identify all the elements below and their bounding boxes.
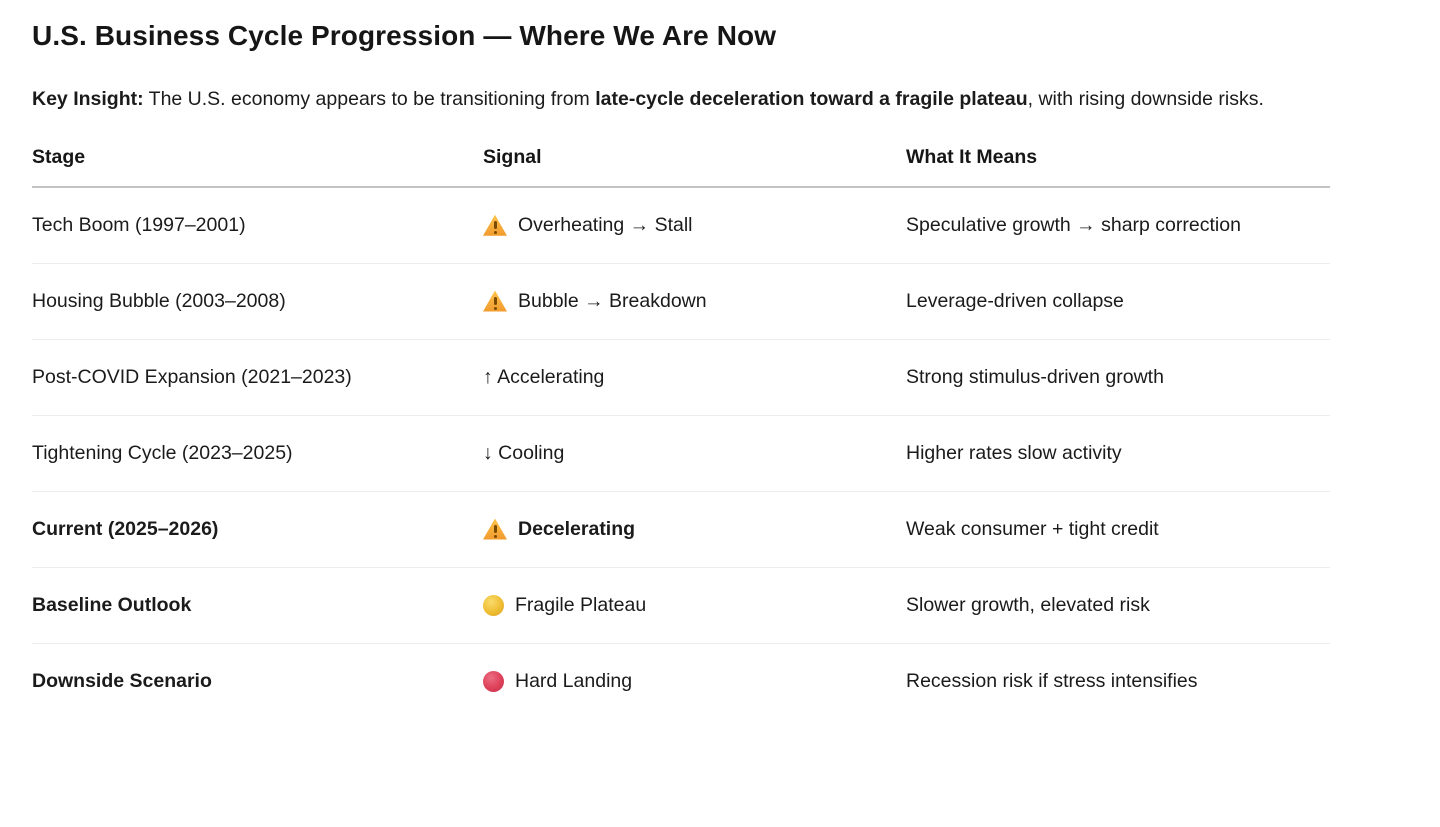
table-row: Tech Boom (1997–2001) Overheating → Stal… [32,187,1330,264]
table-row: Baseline Outlook Fragile Plateau Slower … [32,567,1330,644]
business-cycle-table: Stage Signal What It Means Tech Boom (19… [32,134,1330,719]
signal-cell: Decelerating [483,491,906,568]
stage-cell: Tech Boom (1997–2001) [32,187,483,264]
table-row: Post-COVID Expansion (2021–2023) ↑ Accel… [32,339,1330,416]
key-insight-text-end: , with rising downside risks. [1027,88,1264,110]
key-insight-text: The U.S. economy appears to be transitio… [143,88,596,110]
signal-label: ↓ Cooling [483,441,565,464]
yellow-circle-icon [483,594,504,616]
meaning-cell: Weak consumer + tight credit [906,491,1330,568]
warning-icon [483,518,507,540]
page-title: U.S. Business Cycle Progression — Where … [32,20,777,51]
meaning-cell: Recession risk if stress intensifies [906,669,1198,692]
stage-cell: Housing Bubble (2003–2008) [32,263,483,340]
table-row: Downside Scenario Hard Landing Recession… [32,643,1330,719]
stage-cell: Downside Scenario [32,669,212,692]
stage-cell: Current (2025–2026) [32,491,483,568]
key-insight-label: Key Insight: [32,88,144,110]
meaning-cell: Strong stimulus-driven growth [906,339,1330,416]
stage-cell: Post-COVID Expansion (2021–2023) [32,339,483,416]
signal-content: Hard Landing [483,670,906,693]
table-row: Housing Bubble (2003–2008) Bubble → Brea… [32,263,1330,340]
signal-label: Bubble → Breakdown [518,289,707,312]
column-header-signal: Signal [483,134,906,188]
signal-cell: Hard Landing [483,643,906,719]
signal-cell: ↑ Accelerating [483,339,906,416]
table-header-row: Stage Signal What It Means [32,134,1330,188]
signal-cell: Bubble → Breakdown [483,263,906,340]
signal-content: Overheating → Stall [483,214,906,237]
signal-content: Fragile Plateau [483,594,906,617]
signal-label: Hard Landing [515,669,633,692]
meaning-cell: Higher rates slow activity [906,415,1330,492]
signal-cell: Fragile Plateau [483,567,906,644]
key-insight-paragraph: Key Insight: The U.S. economy appears to… [32,76,1317,123]
red-circle-icon [483,670,504,692]
column-header-stage: Stage [32,134,483,188]
signal-label: ↑ Accelerating [483,365,605,388]
signal-content: ↑ Accelerating [483,366,906,389]
column-header-what-it-means: What It Means [906,134,1330,188]
key-insight-bold-text: late-cycle deceleration toward a fragile… [595,88,1028,110]
signal-content: ↓ Cooling [483,442,906,465]
warning-icon [483,214,507,236]
document-body: U.S. Business Cycle Progression — Where … [0,17,1440,719]
signal-label: Fragile Plateau [515,593,647,616]
stage-cell: Baseline Outlook [32,567,483,644]
meaning-cell: Leverage-driven collapse [906,263,1330,340]
signal-label: Overheating → Stall [518,213,693,236]
table-row: Tightening Cycle (2023–2025) ↓ Cooling H… [32,415,1330,492]
signal-label: Decelerating [518,517,636,540]
signal-content: Bubble → Breakdown [483,290,906,313]
meaning-cell: Slower growth, elevated risk [906,567,1330,644]
signal-cell: ↓ Cooling [483,415,906,492]
warning-icon [483,290,507,312]
signal-content: Decelerating [483,518,906,541]
table-row: Current (2025–2026) Decelerating Weak co… [32,491,1330,568]
stage-cell: Tightening Cycle (2023–2025) [32,415,483,492]
meaning-cell: Speculative growth → sharp correction [906,187,1330,264]
signal-cell: Overheating → Stall [483,187,906,264]
